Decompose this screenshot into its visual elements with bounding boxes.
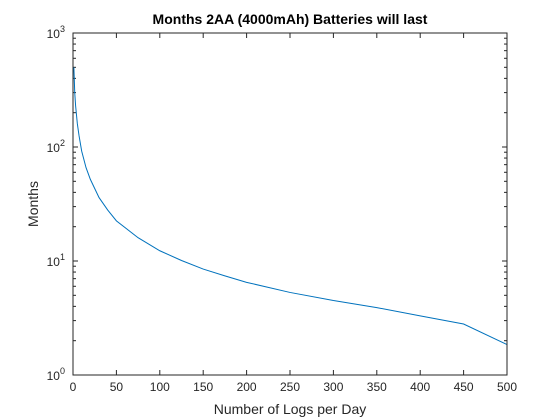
x-tick-label: 150 — [193, 380, 213, 394]
y-tick-exponent: 3 — [60, 24, 65, 34]
series-line — [73, 67, 508, 345]
x-tick-label: 500 — [497, 380, 517, 394]
y-tick-label: 100 — [47, 366, 65, 383]
y-tick-label: 103 — [47, 24, 65, 41]
x-tick-label: 350 — [367, 380, 387, 394]
y-tick-exponent: 0 — [60, 366, 65, 376]
y-tick-base: 10 — [47, 27, 61, 41]
y-tick-base: 10 — [47, 255, 61, 269]
x-tick-label: 50 — [110, 380, 124, 394]
chart-title: Months 2AA (4000mAh) Batteries will last — [153, 11, 428, 27]
axes-box — [72, 32, 508, 376]
y-tick-exponent: 2 — [60, 138, 65, 148]
plot-area: 0 50 100 150 200 250 300 350 400 450 5001001011021… — [47, 24, 518, 394]
x-tick-label: 300 — [323, 380, 343, 394]
x-tick-label: 200 — [237, 380, 257, 394]
y-tick-base: 10 — [47, 369, 61, 383]
y-tick-base: 10 — [47, 141, 61, 155]
x-tick-label: 0 — [70, 380, 77, 394]
x-tick-label: 400 — [410, 380, 430, 394]
x-tick-label: 250 — [280, 380, 300, 394]
x-axis-label: Number of Logs per Day — [214, 401, 367, 417]
y-tick-exponent: 1 — [60, 252, 65, 262]
axes-background — [73, 33, 507, 375]
y-tick-label: 101 — [47, 252, 65, 269]
x-tick-label: 450 — [454, 380, 474, 394]
x-tick-label: 100 — [150, 380, 170, 394]
y-axis-label: Months — [25, 181, 41, 227]
y-tick-label: 102 — [47, 138, 65, 155]
